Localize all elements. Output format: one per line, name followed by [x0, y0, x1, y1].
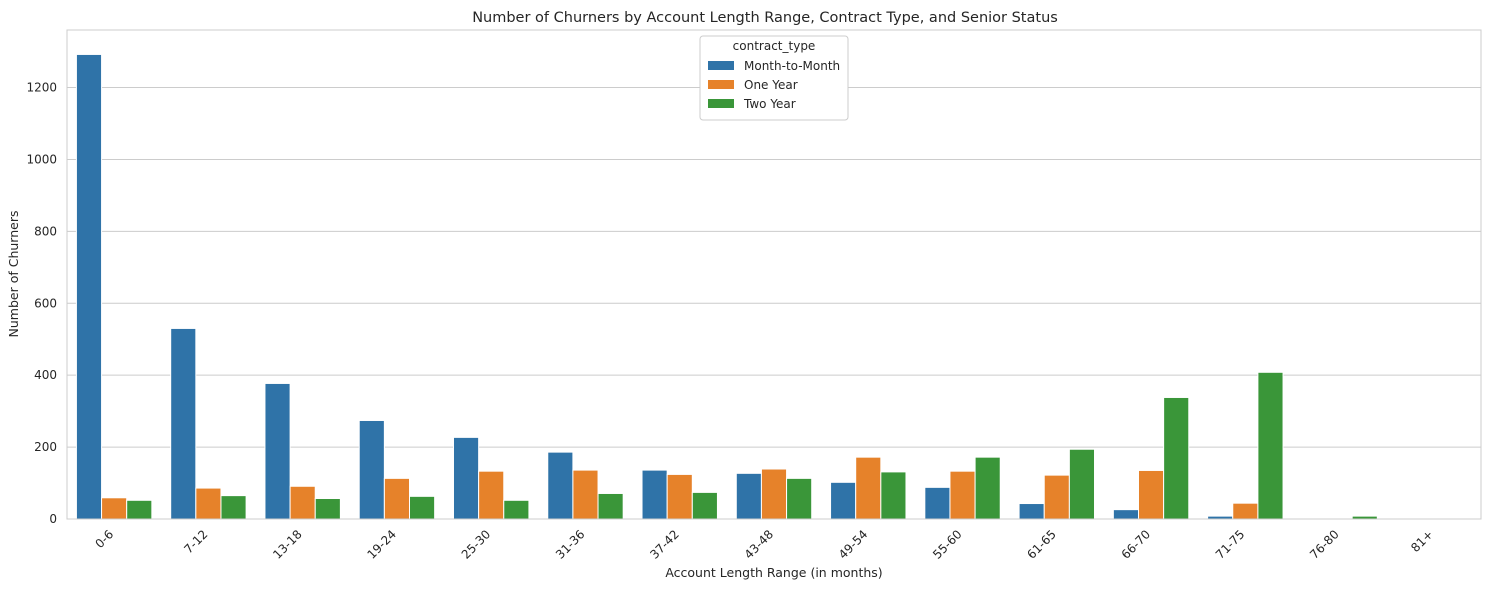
x-tick-label: 66-70 [1119, 527, 1154, 562]
bar-one-year-25-30 [478, 470, 505, 520]
bar-one-year-37-42 [666, 473, 693, 520]
bar-one-year-66-70 [1137, 469, 1165, 520]
x-tick-label: 7-12 [181, 527, 210, 556]
bar-one-year-61-65 [1043, 474, 1070, 520]
y-axis-label: Number of Churners [6, 211, 21, 338]
x-tick-label: 71-75 [1213, 527, 1248, 562]
x-tick-label: 43-48 [742, 527, 777, 562]
y-tick-label: 400 [34, 368, 57, 382]
legend-swatch [708, 80, 734, 89]
y-tick-label: 1000 [26, 152, 57, 166]
bar-month-to-month-31-36 [547, 451, 574, 520]
x-tick-label: 0-6 [92, 527, 116, 551]
y-tick-label: 800 [34, 224, 57, 238]
x-tick-label: 49-54 [836, 527, 871, 562]
bar-two-year-19-24 [409, 495, 436, 520]
bar-two-year-0-6 [126, 499, 153, 520]
bar-month-to-month-55-60 [924, 486, 951, 520]
x-tick-label: 55-60 [930, 527, 965, 562]
plot-frame [66, 29, 1482, 520]
x-tick-label: 81+ [1408, 527, 1436, 555]
x-tick-label: 76-80 [1307, 527, 1342, 562]
bar-month-to-month-61-65 [1018, 503, 1045, 520]
y-tick-label: 600 [34, 296, 57, 310]
bar-two-year-37-42 [691, 491, 718, 520]
bar-one-year-7-12 [195, 487, 222, 520]
bar-one-year-0-6 [101, 497, 128, 520]
grid-lines [67, 87, 1481, 520]
legend-swatch [708, 61, 734, 70]
y-tick-label: 200 [34, 440, 57, 454]
legend: contract_type Month-to-Month One Year Two … [699, 35, 849, 121]
legend-entry: One Year [744, 78, 798, 92]
bars [75, 53, 1378, 520]
x-tick-label: 31-36 [553, 527, 588, 562]
bar-month-to-month-7-12 [170, 327, 197, 520]
bar-month-to-month-66-70 [1112, 509, 1139, 520]
bar-one-year-13-18 [289, 485, 316, 520]
bar-two-year-43-48 [786, 477, 813, 520]
x-tick-label: 25-30 [459, 527, 494, 562]
y-tick-label: 0 [49, 512, 57, 526]
legend-box [699, 35, 849, 121]
legend-title: contract_type [733, 39, 816, 53]
bar-month-to-month-13-18 [264, 382, 291, 520]
bar-two-year-55-60 [974, 456, 1001, 520]
bar-two-year-66-70 [1163, 396, 1190, 520]
bar-two-year-13-18 [314, 498, 341, 520]
bar-month-to-month-49-54 [830, 481, 857, 520]
legend-swatch [708, 99, 734, 108]
bar-one-year-31-36 [572, 469, 599, 520]
bar-one-year-71-75 [1232, 502, 1259, 520]
x-tick-label: 37-42 [647, 527, 682, 562]
bar-month-to-month-19-24 [358, 419, 385, 520]
bar-month-to-month-0-6 [75, 53, 103, 520]
chart-title: Number of Churners by Account Length Ran… [472, 10, 1058, 26]
bar-one-year-55-60 [949, 470, 976, 520]
bar-one-year-49-54 [855, 456, 882, 520]
legend-entry: Two Year [743, 97, 796, 111]
bar-month-to-month-37-42 [641, 469, 668, 520]
x-tick-label: 13-18 [270, 527, 305, 562]
bar-two-year-49-54 [880, 471, 907, 520]
bar-one-year-19-24 [383, 477, 411, 520]
bar-two-year-61-65 [1068, 448, 1096, 520]
bar-two-year-71-75 [1257, 371, 1284, 520]
bar-two-year-7-12 [220, 495, 247, 520]
bar-month-to-month-43-48 [735, 472, 762, 520]
bar-one-year-43-48 [760, 468, 788, 520]
y-axis-ticks: 0 200 400 600 800 1000 1200 [26, 81, 57, 526]
bar-month-to-month-25-30 [452, 436, 480, 520]
x-tick-label: 19-24 [364, 527, 399, 562]
x-axis-label: Account Length Range (in months) [665, 565, 882, 580]
legend-entry: Month-to-Month [744, 59, 840, 73]
bar-two-year-25-30 [503, 499, 530, 520]
bar-two-year-31-36 [597, 492, 624, 520]
x-tick-label: 61-65 [1024, 527, 1059, 562]
y-tick-label: 1200 [26, 81, 57, 95]
x-axis-ticks: 0-6 7-12 13-18 19-24 25-30 31-36 37-42 43-48 49-… [92, 527, 1435, 562]
